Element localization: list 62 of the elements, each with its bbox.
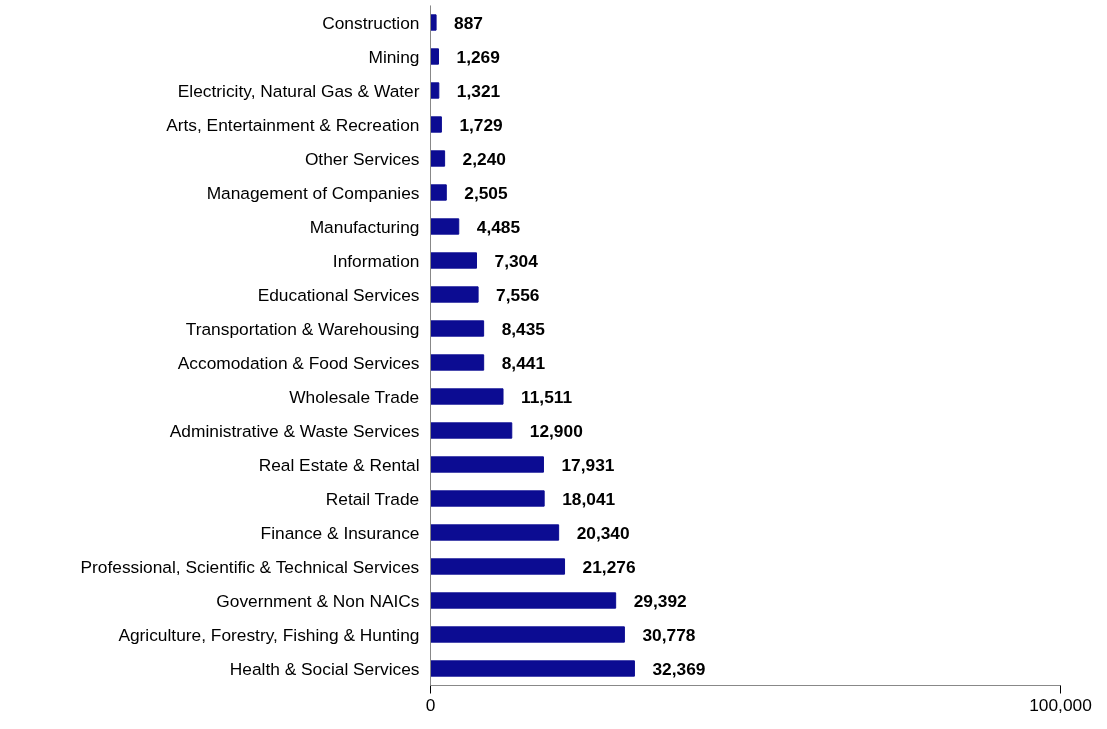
bar (430, 660, 635, 677)
data-label: 7,556 (496, 284, 540, 305)
bar (430, 320, 485, 337)
data-label: 4,485 (476, 216, 521, 237)
bar (430, 218, 460, 235)
y-tick-label: Management of Companies (206, 182, 420, 203)
data-label: 21,276 (582, 556, 636, 577)
y-tick-label: Educational Services (257, 284, 420, 305)
bar (430, 150, 446, 167)
data-label: 29,392 (633, 590, 687, 611)
data-label: 2,240 (462, 148, 506, 169)
y-tick-label: Other Services (304, 148, 420, 169)
data-label: 11,511 (521, 386, 573, 407)
y-tick-label: Mining (368, 46, 420, 67)
data-label: 20,340 (576, 522, 630, 543)
bar (430, 422, 513, 439)
data-label: 18,041 (562, 488, 616, 509)
y-tick-label: Health & Social Services (229, 658, 420, 679)
bar (430, 116, 442, 133)
data-label: 1,269 (456, 46, 500, 67)
data-label: 8,435 (501, 318, 546, 339)
bar (430, 354, 485, 371)
data-label: 2,505 (464, 182, 509, 203)
y-tick-label: Arts, Entertainment & Recreation (166, 114, 420, 135)
bar (430, 48, 439, 65)
data-label: 17,931 (561, 454, 615, 475)
data-label: 1,321 (456, 80, 501, 101)
data-label: 8,441 (501, 352, 546, 373)
bar (430, 558, 566, 575)
y-tick-label: Finance & Insurance (260, 522, 420, 543)
x-tick-label: 100,000 (1029, 694, 1092, 715)
y-tick-label: Transportation & Warehousing (185, 318, 420, 339)
bar (430, 14, 437, 31)
y-tick-label: Information (332, 250, 420, 271)
data-label: 12,900 (529, 420, 583, 441)
bar (430, 626, 625, 643)
data-label: 7,304 (494, 250, 539, 271)
y-tick-label: Professional, Scientific & Technical Services (80, 556, 420, 577)
bar (430, 388, 504, 405)
bar (430, 592, 617, 609)
data-label: 30,778 (642, 624, 696, 645)
y-tick-label: Wholesale Trade (289, 386, 420, 407)
bar (430, 524, 560, 541)
data-label: 32,369 (652, 658, 706, 679)
y-tick-label: Agriculture, Forestry, Fishing & Hunting (118, 624, 420, 645)
bar (430, 286, 479, 303)
data-label: 887 (454, 12, 484, 33)
bar (430, 252, 478, 269)
y-tick-label: Retail Trade (325, 488, 420, 509)
y-tick-label: Real Estate & Rental (258, 454, 420, 475)
bar (430, 490, 545, 507)
data-label: 1,729 (459, 114, 503, 135)
bar (430, 184, 447, 201)
y-tick-label: Administrative & Waste Services (169, 420, 420, 441)
y-tick-label: Accomodation & Food Services (177, 352, 420, 373)
y-tick-label: Construction (322, 12, 420, 33)
bar (430, 82, 440, 99)
bar (430, 456, 544, 473)
y-tick-label: Government & Non NAICs (216, 590, 420, 611)
y-tick-label: Manufacturing (309, 216, 420, 237)
y-tick-label: Electricity, Natural Gas & Water (177, 80, 420, 101)
x-tick-label: 0 (425, 694, 436, 715)
